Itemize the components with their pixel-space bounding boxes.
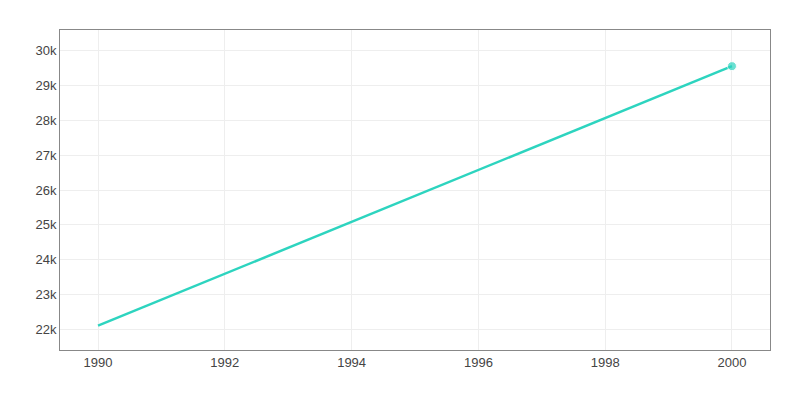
svg-text:23k: 23k bbox=[35, 287, 56, 302]
svg-text:25k: 25k bbox=[35, 217, 56, 232]
svg-text:1992: 1992 bbox=[210, 355, 239, 370]
svg-text:29k: 29k bbox=[35, 78, 56, 93]
svg-text:1998: 1998 bbox=[591, 355, 620, 370]
svg-text:1994: 1994 bbox=[337, 355, 366, 370]
svg-text:28k: 28k bbox=[35, 113, 56, 128]
svg-text:1990: 1990 bbox=[84, 355, 113, 370]
svg-text:24k: 24k bbox=[35, 252, 56, 267]
svg-text:1996: 1996 bbox=[464, 355, 493, 370]
svg-text:2000: 2000 bbox=[717, 355, 746, 370]
svg-text:26k: 26k bbox=[35, 183, 56, 198]
svg-text:27k: 27k bbox=[35, 148, 56, 163]
svg-text:30k: 30k bbox=[35, 43, 56, 58]
svg-text:22k: 22k bbox=[35, 322, 56, 337]
